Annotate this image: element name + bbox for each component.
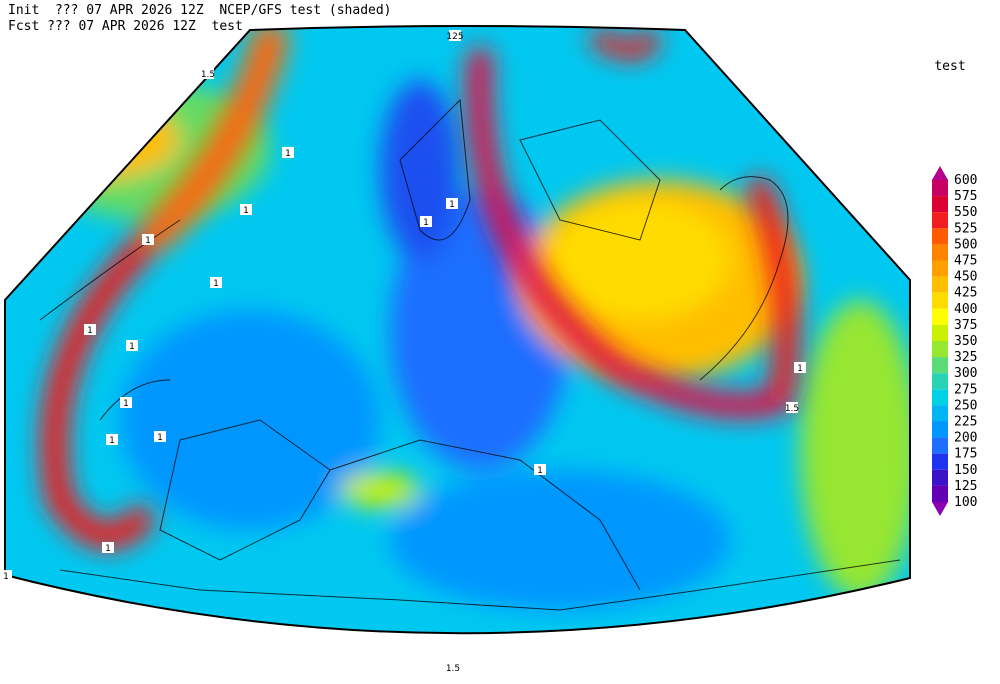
map-border — [4, 25, 911, 635]
contour-label: 1 — [129, 342, 135, 352]
contour-label-box — [420, 216, 432, 227]
colorbar-label: 300 — [954, 366, 977, 381]
contour-label: 1.5 — [201, 70, 215, 80]
colorbar-box — [932, 180, 948, 197]
colorbar-box — [932, 228, 948, 245]
colorbar-box — [932, 212, 948, 229]
contour-label-box — [449, 30, 461, 41]
contour-label-box — [126, 340, 138, 351]
contour-label: 1 — [285, 149, 291, 159]
colorbar-box — [932, 276, 948, 293]
colorbar-label: 200 — [954, 431, 977, 446]
colorbar-label: 425 — [954, 286, 977, 301]
colorbar-label: 525 — [954, 221, 977, 236]
colorbar-box — [932, 405, 948, 422]
legend-title: test — [934, 59, 965, 74]
contour-label-box — [142, 234, 154, 245]
colorbar-label: 125 — [954, 479, 977, 494]
contour-label: 125 — [446, 32, 463, 42]
contour-label: 1 — [243, 206, 249, 216]
contour-label: 1 — [213, 279, 219, 289]
colorbar-label: 550 — [954, 205, 977, 220]
contour-label-box — [106, 434, 118, 445]
colorbar-box — [932, 196, 948, 213]
contour-label: 1 — [157, 433, 163, 443]
contour-label-box — [102, 542, 114, 553]
contour-label-box — [0, 570, 12, 581]
colorbar-triangle — [932, 166, 948, 180]
colorbar-label: 325 — [954, 350, 977, 365]
colorbar-triangle — [932, 502, 948, 516]
colorbar-label: 150 — [954, 463, 977, 478]
contour-label-box — [786, 402, 798, 413]
colorbar-box — [932, 437, 948, 454]
colorbar-box — [932, 357, 948, 374]
colorbar-box — [932, 292, 948, 309]
contour-label-box — [446, 198, 458, 209]
colorbar-label: 600 — [954, 173, 977, 188]
colorbar-label: 350 — [954, 334, 977, 349]
contour-label-box — [202, 68, 214, 79]
colorbar-label: 400 — [954, 302, 977, 317]
header-line-2: Fcst ??? 07 APR 2026 12Z test — [8, 19, 243, 34]
contour-label: 1 — [423, 218, 429, 228]
colorbar-label: 225 — [954, 415, 977, 430]
colorbar: 6005755505255004754504254003753503253002… — [932, 166, 977, 516]
contour-label: 1 — [109, 436, 115, 446]
colorbar-box — [932, 244, 948, 261]
colorbar-box — [932, 260, 948, 277]
colorbar-label: 575 — [954, 189, 977, 204]
contour-label-box — [447, 662, 459, 673]
colorbar-box — [932, 373, 948, 390]
colorbar-box — [932, 453, 948, 470]
colorbar-box — [932, 421, 948, 438]
contour-label-box — [794, 362, 806, 373]
contour-label-box — [240, 204, 252, 215]
colorbar-label: 175 — [954, 447, 977, 462]
contour-label-box — [154, 431, 166, 442]
colorbar-box — [932, 341, 948, 358]
contour-label: 1.5 — [446, 664, 460, 674]
colorbar-label: 100 — [954, 495, 977, 510]
contour-label-box — [282, 147, 294, 158]
colorbar-box — [932, 308, 948, 325]
contour-label: 1 — [87, 326, 93, 336]
colorbar-box — [932, 324, 948, 341]
contour-label: 1 — [449, 200, 455, 210]
colorbar-box — [932, 469, 948, 486]
contour-labels: 125 1.5 1 1 1 1 1 1 1 1 1 1 1 1 1 1.5 1 1 1.5 — [0, 30, 806, 674]
contour-label-box — [84, 324, 96, 335]
colorbar-box — [932, 389, 948, 406]
contour-label: 1 — [797, 364, 803, 374]
colorbar-label: 450 — [954, 270, 977, 285]
contour-label: 1 — [123, 399, 129, 409]
contour-label: 1 — [3, 572, 9, 582]
contour-label-box — [210, 277, 222, 288]
contour-label: 1 — [537, 466, 543, 476]
contour-label: 1.5 — [785, 404, 799, 414]
colorbar-label: 500 — [954, 237, 977, 252]
colorbar-label: 475 — [954, 254, 977, 269]
contour-label: 1 — [105, 544, 111, 554]
colorbar-box — [932, 485, 948, 502]
colorbar-label: 375 — [954, 318, 977, 333]
colorbar-label: 250 — [954, 398, 977, 413]
contour-label-box — [120, 397, 132, 408]
colorbar-label: 275 — [954, 382, 977, 397]
contour-label-box — [534, 464, 546, 475]
header-line-1: Init ??? 07 APR 2026 12Z NCEP/GFS test (… — [8, 3, 392, 18]
contour-label: 1 — [145, 236, 151, 246]
